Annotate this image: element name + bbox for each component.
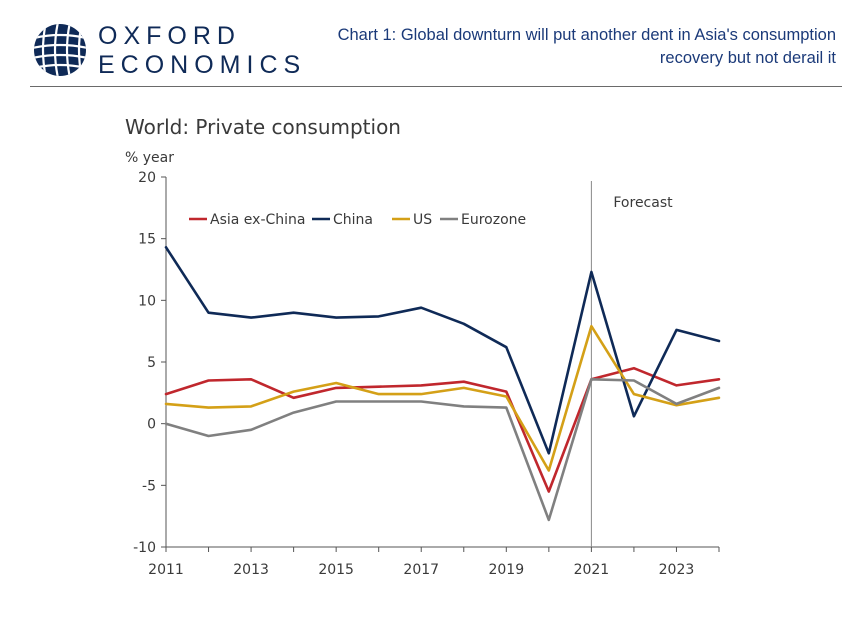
y-tick-label: 15: [138, 232, 156, 248]
y-tick-label: 5: [147, 355, 156, 371]
logo-line-1: OXFORD: [98, 22, 241, 50]
x-tick-label: 2011: [148, 562, 184, 578]
logo-wordmark: OXFORD ECONOMICS: [98, 22, 306, 80]
forecast-marker: Forecast: [590, 181, 673, 547]
y-tick-label: -5: [142, 478, 156, 494]
y-axis-label: % year: [125, 150, 174, 166]
x-tick-label: 2013: [233, 562, 269, 578]
legend-label-us: US: [413, 212, 432, 228]
x-tick-label: 2019: [488, 562, 524, 578]
y-tick-label: -10: [133, 540, 156, 556]
series-line-asia-ex-china: [164, 366, 721, 493]
series-line-eurozone: [164, 377, 721, 522]
x-tick-label: 2023: [659, 562, 695, 578]
x-tick-label: 2017: [403, 562, 439, 578]
x-tick-label: 2015: [318, 562, 354, 578]
chart-axes: -10 -5 0 5 10 15 20 2011 2013 2015 2017 2019 2021 202…: [133, 170, 720, 578]
legend-label-eurozone: Eurozone: [461, 212, 526, 228]
series-line-china: [164, 246, 721, 455]
y-tick-label: 20: [138, 170, 156, 186]
logo-line-2: ECONOMICS: [98, 51, 307, 79]
chart-title: World: Private consumption: [125, 115, 401, 139]
x-tick-label: 2021: [574, 562, 610, 578]
y-tick-label: 10: [138, 293, 156, 309]
series-line-us: [164, 324, 721, 472]
oxford-economics-logo: OXFORD ECONOMICS: [12, 12, 300, 82]
chart-heading: Chart 1: Global downturn will put anothe…: [337, 26, 836, 67]
globe-icon: [34, 24, 86, 76]
series-lines: [164, 246, 721, 522]
chart-legend: Asia ex-China China US Eurozone: [189, 212, 526, 228]
y-tick-label: 0: [147, 417, 156, 433]
legend-label-china: China: [333, 212, 373, 228]
header-divider: [30, 86, 842, 87]
legend-label-asia-ex-china: Asia ex-China: [210, 212, 305, 228]
forecast-label: Forecast: [613, 195, 673, 211]
